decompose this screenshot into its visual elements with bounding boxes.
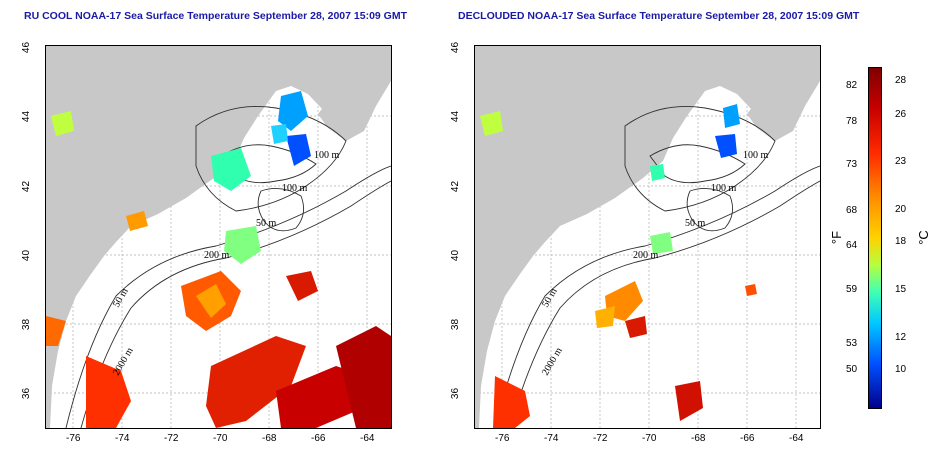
x-tick-label: -74 (544, 433, 559, 444)
x-tick-label: -64 (360, 433, 375, 444)
contour-label: 50 m (256, 218, 277, 229)
contour-label: 200 m (204, 250, 230, 261)
colorbar-f-tick: 59 (846, 284, 858, 295)
x-tick-label: -64 (789, 433, 804, 444)
x-tick-label: -72 (593, 433, 608, 444)
colorbar-f-tick: 68 (846, 205, 858, 216)
contour-label: 50 m (111, 286, 131, 309)
x-tick-label: -76 (495, 433, 510, 444)
sst-patches (46, 91, 391, 428)
x-tick-label: -70 (213, 433, 228, 444)
y-tick-label: 38 (21, 318, 33, 331)
colorbar-c-tick: 12 (895, 332, 907, 343)
colorbar-f-tick: 82 (846, 80, 858, 91)
colorbar-celsius-label: °C (915, 230, 931, 245)
sst-map-left: 100 m 100 m 50 m 200 m 50 m 2000 m (45, 45, 392, 429)
colorbar-c-tick: 20 (895, 204, 907, 215)
colorbar-c-tick: 28 (895, 75, 907, 86)
map-title-right: DECLOUDED NOAA-17 Sea Surface Temperatur… (458, 10, 860, 22)
x-tick-label: -68 (691, 433, 706, 444)
contour-label: 200 m (633, 250, 659, 261)
contour-label: 100 m (314, 150, 340, 161)
contour-label: 100 m (743, 150, 769, 161)
y-tick-label: 42 (450, 180, 462, 193)
y-tick-label: 40 (450, 249, 462, 262)
colorbar-f-tick: 50 (846, 364, 858, 375)
colorbar-f-tick: 53 (846, 338, 858, 349)
y-tick-label: 36 (21, 387, 33, 400)
colorbar (868, 67, 882, 409)
colorbar-fahrenheit-label: °F (829, 230, 845, 245)
y-tick-label: 46 (21, 41, 33, 54)
x-tick-label: -66 (311, 433, 326, 444)
contour-label: 50 m (685, 218, 706, 229)
x-tick-label: -70 (642, 433, 657, 444)
x-tick-label: -72 (164, 433, 179, 444)
y-tick-label: 38 (450, 318, 462, 331)
x-tick-label: -74 (115, 433, 130, 444)
colorbar-c-tick: 10 (895, 364, 907, 375)
y-tick-label: 36 (450, 387, 462, 400)
sst-map-right: 100 m 100 m 50 m 200 m 50 m 2000 m (474, 45, 821, 429)
y-tick-label: 44 (21, 110, 33, 123)
land-mass (46, 46, 391, 428)
map-title-left: RU COOL NOAA-17 Sea Surface Temperature … (24, 10, 408, 22)
y-tick-label: 46 (450, 41, 462, 54)
contour-label: 50 m (540, 286, 560, 309)
colorbar-f-tick: 78 (846, 116, 858, 127)
contour-label: 2000 m (111, 346, 136, 378)
contour-label: 100 m (711, 183, 737, 194)
y-tick-label: 44 (450, 110, 462, 123)
contour-label: 2000 m (540, 346, 565, 378)
y-tick-label: 42 (21, 180, 33, 193)
contour-label: 100 m (282, 183, 308, 194)
colorbar-c-tick: 26 (895, 109, 907, 120)
colorbar-f-tick: 64 (846, 240, 858, 251)
sst-patches (480, 104, 757, 428)
x-tick-label: -76 (66, 433, 81, 444)
x-tick-label: -68 (262, 433, 277, 444)
colorbar-c-tick: 15 (895, 284, 907, 295)
y-tick-label: 40 (21, 249, 33, 262)
x-tick-label: -66 (740, 433, 755, 444)
land-mass (475, 46, 820, 428)
colorbar-f-tick: 73 (846, 159, 858, 170)
colorbar-c-tick: 23 (895, 156, 907, 167)
colorbar-c-tick: 18 (895, 236, 907, 247)
